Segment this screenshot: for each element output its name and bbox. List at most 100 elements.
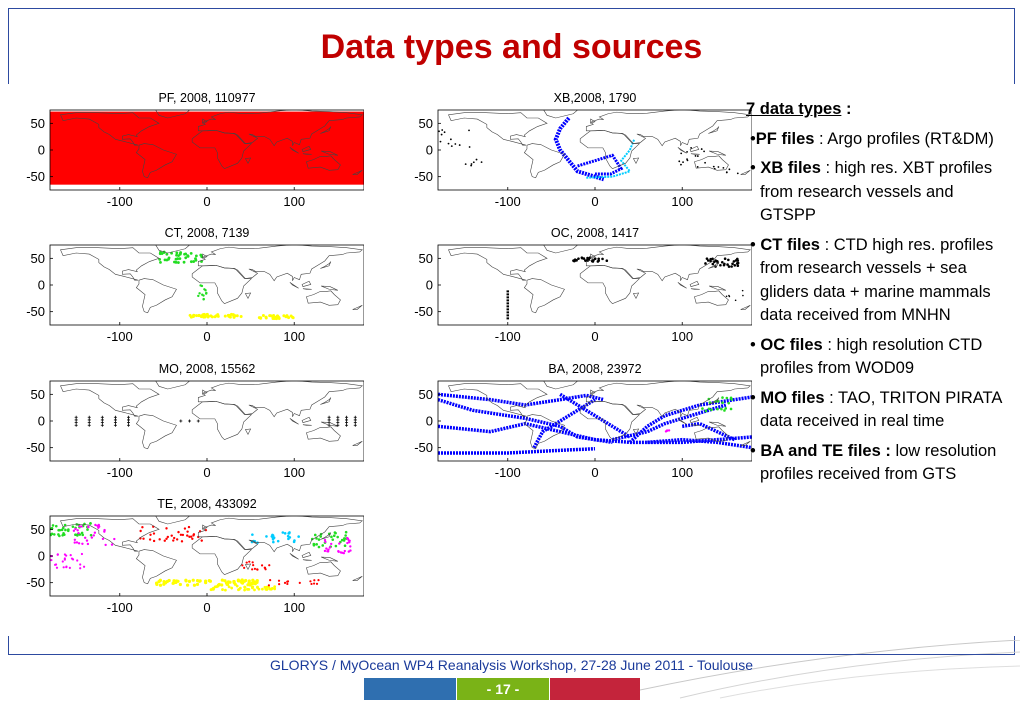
y-tick-label: -50 <box>414 304 433 319</box>
y-tick-label: -50 <box>26 575 45 590</box>
bullet: • <box>750 388 761 407</box>
footer-text: GLORYS / MyOcean WP4 Reanalysis Workshop… <box>270 657 753 673</box>
x-tick-label: 100 <box>283 465 305 480</box>
y-tick-label: -50 <box>26 440 45 455</box>
slide-frame-left-bottom <box>8 636 9 654</box>
x-tick-label: -100 <box>107 465 133 480</box>
y-tick-label: 0 <box>38 414 45 429</box>
item-desc: : TAO, TRITON PIRATA data received in re… <box>760 388 1002 431</box>
item-name: CT files <box>760 235 820 254</box>
x-tick-label: 0 <box>591 465 598 480</box>
list-item: • XB files : high res. XBT profiles from… <box>746 157 1008 228</box>
item-name: MO files <box>760 388 825 407</box>
data-types-heading-colon: : <box>841 100 852 118</box>
x-tick-label: 100 <box>671 194 693 209</box>
x-tick-label: 0 <box>203 600 210 615</box>
x-tick-label: -100 <box>107 600 133 615</box>
y-tick-label: -50 <box>26 304 45 319</box>
page-number: - 17 - <box>457 678 549 700</box>
footer-bar-red <box>550 678 640 700</box>
y-tick-label: 0 <box>38 549 45 564</box>
list-item: •PF files : Argo profiles (RT&DM) <box>746 128 1008 152</box>
panel-title: BA, 2008, 23972 <box>548 362 641 376</box>
item-desc: low resolution profiles received from GT… <box>760 441 997 484</box>
x-tick-label: 100 <box>283 329 305 344</box>
y-tick-label: 50 <box>419 116 433 131</box>
x-tick-label: 100 <box>283 600 305 615</box>
world-map-plot: OC, 2008, 1417 50 0 -50 -100 0 100 <box>414 226 752 344</box>
footer-bar-blue <box>364 678 456 700</box>
y-tick-label: 0 <box>426 414 433 429</box>
map-panel-pf: PF, 2008, 110977 50 0 -50 -100 0 100 <box>14 88 364 210</box>
map-panel-oc: OC, 2008, 1417 50 0 -50 -100 0 100 <box>402 223 752 345</box>
x-tick-label: 0 <box>591 329 598 344</box>
map-panel-te: TE, 2008, 433092 50 0 -50 -100 0 100 <box>14 494 364 616</box>
item-name: BA and TE files : <box>760 441 891 460</box>
y-tick-label: 50 <box>419 251 433 266</box>
list-item: • CT files : CTD high res. profiles from… <box>746 234 1008 328</box>
x-tick-label: -100 <box>495 465 521 480</box>
x-tick-label: -100 <box>495 194 521 209</box>
y-tick-label: -50 <box>414 169 433 184</box>
slide-frame-right-bottom <box>1014 636 1015 654</box>
x-tick-label: -100 <box>495 329 521 344</box>
item-desc: : high res. XBT profiles from research v… <box>760 159 993 224</box>
bullet: • <box>750 335 761 354</box>
bullet: • <box>750 129 756 148</box>
y-tick-label: -50 <box>26 169 45 184</box>
slide-frame-left <box>8 8 9 84</box>
world-map-plot: TE, 2008, 433092 50 0 -50 -100 0 100 <box>26 497 364 615</box>
list-item: • OC files : high resolution CTD profile… <box>746 334 1008 381</box>
y-tick-label: 50 <box>31 251 45 266</box>
map-panel-ct: CT, 2008, 7139 50 0 -50 -100 0 100 <box>14 223 364 345</box>
data-types-list: 7 data types : •PF files : Argo profiles… <box>746 98 1008 493</box>
x-tick-label: -100 <box>107 329 133 344</box>
bullet: • <box>750 235 761 254</box>
world-map-plot: PF, 2008, 110977 50 0 -50 -100 0 100 <box>26 91 364 209</box>
y-tick-label: -50 <box>414 440 433 455</box>
item-name: PF files <box>755 129 815 148</box>
y-tick-label: 0 <box>38 143 45 158</box>
list-item: • MO files : TAO, TRITON PIRATA data rec… <box>746 387 1008 434</box>
item-desc: : CTD high res. profiles from research v… <box>760 235 994 325</box>
y-tick-label: 50 <box>31 522 45 537</box>
x-tick-label: 0 <box>591 194 598 209</box>
y-tick-label: 50 <box>31 116 45 131</box>
x-tick-label: -100 <box>107 194 133 209</box>
y-tick-label: 0 <box>426 278 433 293</box>
item-desc: : high resolution CTD profiles from WOD0… <box>760 335 983 378</box>
world-map-plot: CT, 2008, 7139 50 0 -50 -100 0 100 <box>26 226 364 344</box>
x-tick-label: 0 <box>203 465 210 480</box>
x-tick-label: 100 <box>671 329 693 344</box>
world-map-plot: BA, 2008, 23972 50 0 -50 -100 0 100 <box>414 362 752 480</box>
panel-title: CT, 2008, 7139 <box>165 226 250 240</box>
map-panel-xb: XB,2008, 1790 50 0 -50 -100 0 100 <box>402 88 752 210</box>
slide-title: Data types and sources <box>320 28 703 66</box>
world-map-plot: XB,2008, 1790 50 0 -50 -100 0 100 <box>414 91 752 209</box>
x-tick-label: 0 <box>203 194 210 209</box>
world-map-plot: MO, 2008, 15562 50 0 -50 -100 0 100 <box>26 362 364 480</box>
map-panel-mo: MO, 2008, 15562 50 0 -50 -100 0 100 <box>14 359 364 481</box>
map-panel-ba: BA, 2008, 23972 50 0 -50 -100 0 100 <box>402 359 752 481</box>
x-tick-label: 0 <box>203 329 210 344</box>
list-item: • BA and TE files : low resolution profi… <box>746 440 1008 487</box>
item-name: OC files <box>760 335 823 354</box>
panel-title: PF, 2008, 110977 <box>158 91 255 105</box>
x-tick-label: 100 <box>283 194 305 209</box>
slide-frame-top <box>8 8 1015 9</box>
panel-title: XB,2008, 1790 <box>554 91 637 105</box>
y-tick-label: 0 <box>426 143 433 158</box>
bullet: • <box>750 441 761 460</box>
bullet: • <box>750 159 761 177</box>
panel-title: OC, 2008, 1417 <box>551 226 639 240</box>
slide-frame-right <box>1014 8 1015 84</box>
y-tick-label: 0 <box>38 278 45 293</box>
y-tick-label: 50 <box>419 387 433 402</box>
x-tick-label: 100 <box>671 465 693 480</box>
y-tick-label: 50 <box>31 387 45 402</box>
panel-title: TE, 2008, 433092 <box>157 497 256 511</box>
panel-title: MO, 2008, 15562 <box>159 362 256 376</box>
data-types-heading: 7 data types <box>746 100 842 118</box>
item-name: XB files <box>760 159 821 177</box>
footer-divider <box>8 654 1015 655</box>
